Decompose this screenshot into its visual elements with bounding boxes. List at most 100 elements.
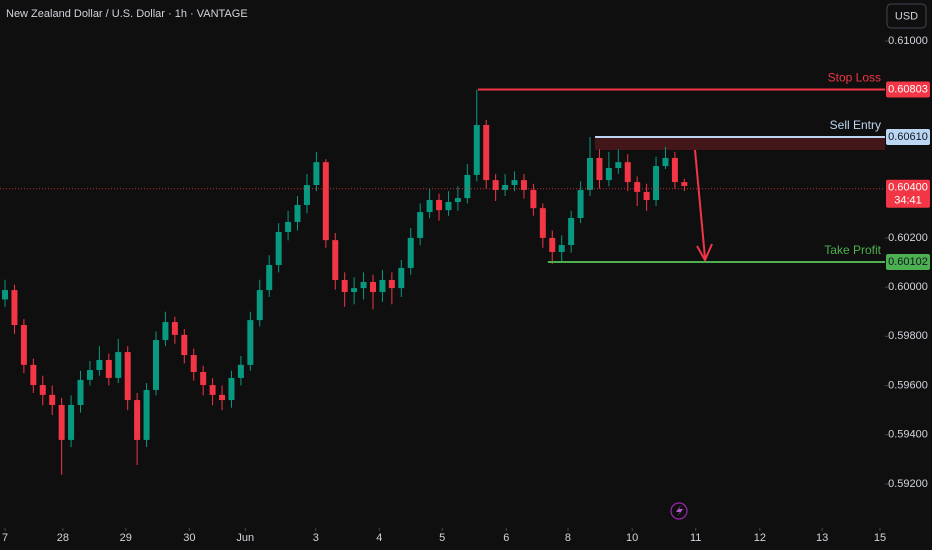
candle-body — [473, 124, 480, 175]
candle-body — [671, 157, 678, 183]
candle-body — [2, 290, 9, 300]
candle-body — [256, 290, 263, 321]
level-name: Take Profit — [824, 243, 881, 257]
candle-body — [634, 182, 641, 192]
arrow-head — [696, 243, 713, 263]
level-price-label: 0.60610 — [888, 131, 928, 143]
candle-body — [171, 322, 178, 335]
candle-body — [502, 185, 509, 190]
candle-body — [49, 394, 56, 405]
candle-body — [275, 232, 282, 265]
event-icon[interactable] — [670, 502, 688, 520]
level-name: Sell Entry — [830, 118, 881, 132]
candle-body — [322, 162, 329, 241]
countdown-label: 34:41 — [894, 195, 922, 207]
candle-body — [483, 124, 490, 181]
candle-body — [445, 201, 452, 211]
y-tick-label: 0.60200 — [888, 232, 928, 244]
candle-body — [568, 217, 575, 246]
x-tick-label: 8 — [565, 532, 571, 544]
chart-title: New Zealand Dollar / U.S. Dollar · 1h · … — [6, 8, 248, 20]
x-tick-label: 29 — [120, 532, 132, 544]
level-price-label: 0.60803 — [888, 83, 928, 95]
candle-body — [58, 404, 65, 440]
candle-body — [388, 279, 395, 289]
y-tick-label: 0.59400 — [888, 429, 928, 441]
y-tick-label: 0.61000 — [888, 35, 928, 47]
candle-body — [20, 325, 27, 365]
y-tick-label: 0.59800 — [888, 330, 928, 342]
level-price-box — [886, 254, 930, 271]
y-tick-label: 0.59200 — [888, 478, 928, 490]
candle-body — [624, 162, 631, 183]
level-price-box — [886, 81, 930, 98]
candle-body — [587, 157, 593, 190]
candle-body — [558, 245, 565, 252]
candle-body — [407, 237, 414, 268]
x-tick-label: 4 — [376, 532, 382, 544]
x-tick-label: 10 — [626, 532, 638, 544]
x-tick-label: 30 — [183, 532, 195, 544]
candle-body — [436, 200, 443, 211]
candle-body — [266, 264, 273, 291]
candle-body — [115, 352, 122, 378]
candle-body — [68, 404, 75, 440]
candle-body — [105, 359, 112, 378]
candle-body — [369, 281, 376, 293]
level-price-box — [886, 129, 930, 146]
candle-body — [681, 182, 688, 187]
candle-body — [294, 204, 301, 222]
current-price-label: 0.60400 — [888, 182, 928, 194]
candle-body — [596, 157, 603, 181]
candle-body — [492, 180, 499, 190]
candle-body — [379, 279, 386, 293]
candles — [2, 89, 688, 475]
y-tick-label: 0.60000 — [888, 281, 928, 293]
x-tick-label: 13 — [816, 532, 828, 544]
candle-body — [237, 364, 244, 378]
candle-body — [86, 370, 93, 380]
candle-body — [134, 400, 141, 440]
candle-body — [605, 168, 612, 181]
candle-body — [454, 198, 461, 202]
x-tick-label: 5 — [439, 532, 445, 544]
level-price-label: 0.60102 — [888, 256, 928, 268]
candle-body — [190, 355, 197, 373]
candle-body — [520, 180, 527, 190]
candle-body — [351, 288, 358, 293]
y-tick-label: 0.59600 — [888, 379, 928, 391]
candle-body — [247, 320, 254, 365]
x-tick-label: 12 — [754, 532, 766, 544]
candle-body — [30, 364, 37, 386]
x-tick-label: 28 — [57, 532, 69, 544]
candle-body — [313, 162, 320, 186]
candle-body — [539, 208, 546, 238]
x-tick-label: 6 — [503, 532, 509, 544]
candle-body — [77, 379, 84, 405]
candle-body — [653, 166, 660, 201]
x-tick-label: Jun — [236, 532, 254, 544]
candle-body — [341, 279, 348, 293]
candle-body — [209, 385, 216, 395]
currency-label[interactable]: USD — [895, 10, 918, 22]
x-tick-label: 11 — [690, 532, 701, 544]
arrow-shaft — [694, 149, 706, 259]
candle-body — [285, 221, 292, 233]
candle-body — [124, 352, 131, 401]
candle-body — [143, 389, 150, 440]
candle-body — [96, 359, 103, 371]
candle-body — [615, 162, 622, 169]
candle-body — [643, 191, 650, 201]
candle-body — [303, 185, 310, 205]
candle-body — [162, 322, 169, 341]
x-tick-label: 3 — [313, 532, 319, 544]
currency-button[interactable] — [886, 3, 927, 29]
candle-body — [152, 340, 159, 390]
candle-body — [662, 157, 669, 167]
candle-body — [39, 385, 46, 395]
candle-body — [332, 240, 339, 280]
sell-zone — [595, 136, 885, 150]
candle-body — [11, 290, 18, 326]
